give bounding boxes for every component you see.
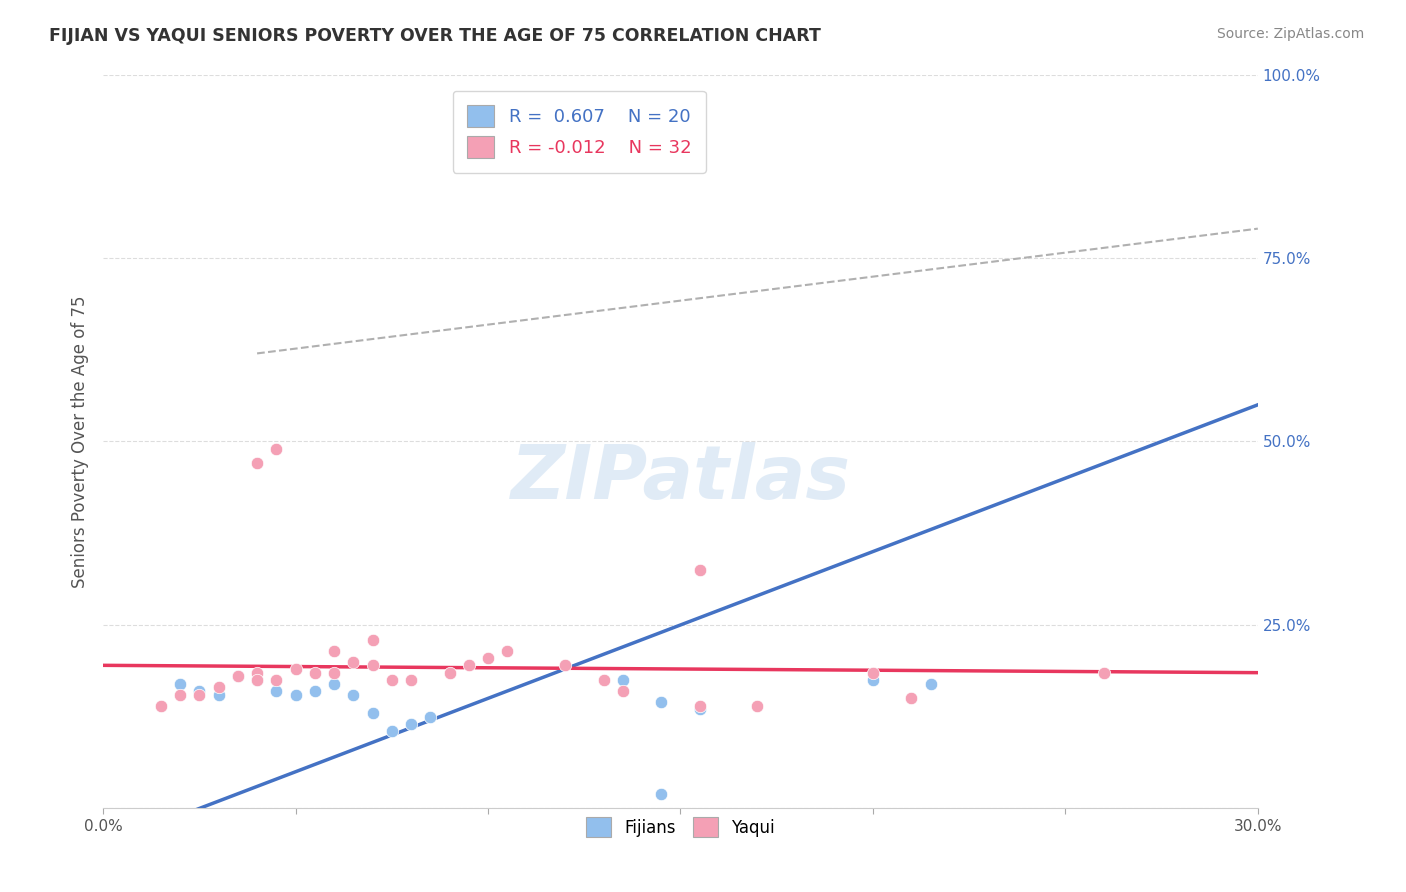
Point (554, 658, 576, 673)
Point (689, 563, 711, 577)
Point (689, 702, 711, 716)
Point (399, 673, 422, 687)
Point (226, 669, 249, 683)
Point (304, 665, 326, 680)
Point (342, 688, 364, 702)
Point (920, 676, 942, 690)
Point (323, 643, 346, 657)
Point (650, 787, 672, 801)
Point (381, 724, 404, 739)
Point (747, 698, 769, 713)
Point (323, 665, 346, 680)
Point (342, 655, 364, 669)
Text: FIJIAN VS YAQUI SENIORS POVERTY OVER THE AGE OF 75 CORRELATION CHART: FIJIAN VS YAQUI SENIORS POVERTY OVER THE… (49, 27, 821, 45)
Point (862, 673, 884, 687)
Point (323, 676, 346, 690)
Point (207, 681, 229, 695)
Point (149, 698, 172, 713)
Point (266, 673, 288, 687)
Point (266, 684, 288, 698)
Point (900, 691, 922, 706)
Point (266, 442, 288, 456)
Point (650, 695, 672, 709)
Point (226, 669, 249, 683)
Point (188, 688, 211, 702)
Point (169, 688, 191, 702)
Legend: Fijians, Yaqui: Fijians, Yaqui (579, 811, 782, 844)
Point (361, 632, 384, 647)
Text: ZIPatlas: ZIPatlas (510, 442, 851, 515)
Point (612, 684, 634, 698)
Point (592, 673, 614, 687)
Point (284, 688, 307, 702)
Point (496, 643, 519, 657)
Point (284, 662, 307, 676)
Point (419, 709, 441, 723)
Point (381, 673, 404, 687)
Point (457, 658, 479, 673)
Point (477, 651, 499, 665)
Point (246, 673, 269, 687)
Point (862, 665, 884, 680)
Point (169, 676, 191, 690)
Point (304, 684, 326, 698)
Point (689, 698, 711, 713)
Point (361, 706, 384, 720)
Text: Source: ZipAtlas.com: Source: ZipAtlas.com (1216, 27, 1364, 41)
Point (246, 665, 269, 680)
Y-axis label: Seniors Poverty Over the Age of 75: Seniors Poverty Over the Age of 75 (72, 295, 89, 588)
Point (246, 673, 269, 687)
Point (188, 684, 211, 698)
Point (399, 717, 422, 731)
Point (439, 665, 461, 680)
Point (612, 673, 634, 687)
Point (361, 658, 384, 673)
Point (246, 457, 269, 471)
Point (207, 688, 229, 702)
Point (1092, 665, 1115, 680)
